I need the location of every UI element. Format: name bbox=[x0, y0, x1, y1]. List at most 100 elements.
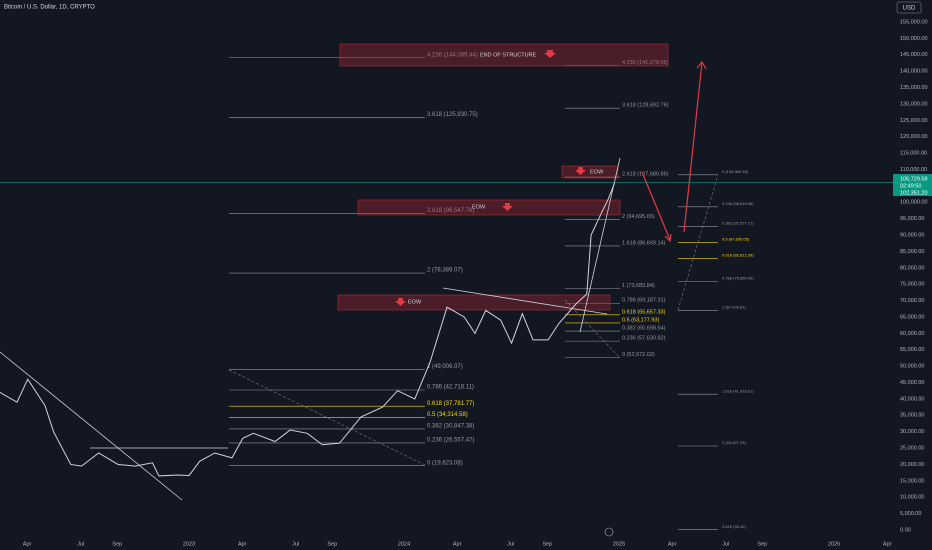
y-tick-label: 20,000.00 bbox=[900, 462, 924, 468]
arrow-icon bbox=[502, 203, 513, 211]
zone bbox=[357, 199, 621, 216]
price-tag-text: 02:49:50 bbox=[900, 183, 921, 189]
fib-levels: 0 (19,623.08) 0.236 (26,557.47) 0.382 (30,… bbox=[229, 52, 754, 530]
fib-label: 0.618 (82,812.39) bbox=[722, 253, 754, 258]
fib-label: 3.618 (125,930.75) bbox=[427, 112, 478, 118]
zone bbox=[337, 294, 611, 311]
arrow-icon bbox=[395, 298, 406, 306]
x-tick-label: 2023 bbox=[183, 541, 195, 547]
axes: 0.00 5,000.00 10,000.00 15,000.00 20,000.00 2… bbox=[23, 19, 928, 547]
currency[interactable]: USD bbox=[903, 6, 916, 12]
fib-label: 4.236 (141,678.05) bbox=[622, 60, 669, 66]
x-tick-label: 2026 bbox=[828, 541, 840, 547]
zones: END OF STRUCTURE EOW EOW EOW bbox=[337, 43, 669, 311]
fib-label: 0.5 (63,177.93) bbox=[622, 317, 659, 323]
price-tag bbox=[893, 174, 932, 196]
fib-diagonal bbox=[564, 299, 621, 359]
fib-label: 0.236 (98,618.96) bbox=[722, 201, 754, 206]
y-tick-label: 45,000.00 bbox=[900, 380, 924, 386]
x-tick-label: Jul bbox=[77, 541, 84, 547]
x-tick-label: Jul bbox=[292, 541, 299, 547]
y-tick-label: 135,000.00 bbox=[900, 85, 928, 91]
fib-diagonal bbox=[677, 174, 719, 311]
y-tick-label: 60,000.00 bbox=[900, 331, 924, 337]
x-tick-label: Sep bbox=[757, 541, 767, 547]
fib-label: 0 (108,364.39) bbox=[722, 169, 749, 174]
fib-label: 0.382 (60,698.54) bbox=[622, 326, 666, 332]
arrow-icon bbox=[575, 167, 586, 175]
y-tick-label: 80,000.00 bbox=[900, 265, 924, 271]
y-tick-label: 30,000.00 bbox=[900, 429, 924, 435]
y-tick-label: 35,000.00 bbox=[900, 413, 924, 419]
zone bbox=[561, 165, 619, 179]
price-tag-text: 106,729.58 bbox=[900, 176, 928, 182]
fib-label: 0.618 (65,657.33) bbox=[622, 309, 666, 315]
y-tick-label: 155,000.00 bbox=[900, 19, 928, 25]
fib-label: 0.382 (92,577.71) bbox=[722, 221, 754, 226]
x-tick-label: Jul bbox=[507, 541, 514, 547]
x-tick-label: Apr bbox=[238, 541, 247, 547]
y-tick-label: 50,000.00 bbox=[900, 364, 924, 370]
fib-label: 0.382 (30,847.38) bbox=[427, 423, 474, 429]
y-tick-label: 110,000.00 bbox=[900, 167, 927, 173]
y-tick-label: 0.00 bbox=[900, 527, 911, 533]
x-tick-label: Apr bbox=[668, 541, 677, 547]
fib-label: 1 (73,683.84) bbox=[622, 283, 655, 289]
fib-label: 0 (19,623.08) bbox=[427, 460, 463, 466]
fib-label: 1 (67,005.81) bbox=[722, 304, 746, 309]
fib-label: 1.618 (86,669.14) bbox=[622, 240, 666, 246]
fib-label: 0.236 (26,557.47) bbox=[427, 438, 474, 444]
y-tick-label: 65,000.00 bbox=[900, 314, 924, 320]
price-axis bbox=[893, 0, 932, 550]
x-tick-label: Jul bbox=[722, 541, 729, 547]
fib-label: 0.618 (37,781.77) bbox=[427, 401, 474, 407]
y-tick-label: 85,000.00 bbox=[900, 249, 924, 255]
fib-label: 0.786 (75,860.40) bbox=[722, 275, 754, 280]
arrow-head bbox=[664, 233, 672, 243]
y-tick-label: 90,000.00 bbox=[900, 232, 924, 238]
y-tick-label: 100,000.00 bbox=[900, 200, 928, 206]
arrow-head bbox=[696, 60, 707, 70]
price-line bbox=[0, 182, 616, 477]
trend-line bbox=[0, 351, 183, 501]
y-tick-label: 40,000.00 bbox=[900, 396, 924, 402]
fib-label: 0.786 (69,187.31) bbox=[622, 298, 666, 304]
zone-label: END OF STRUCTURE bbox=[480, 52, 537, 58]
arrow bbox=[683, 61, 703, 233]
trend-line bbox=[442, 287, 608, 315]
scroll-button[interactable] bbox=[604, 527, 614, 537]
x-tick-label: Sep bbox=[327, 541, 337, 547]
x-tick-label: Sep bbox=[542, 541, 552, 547]
y-tick-label: 140,000.00 bbox=[900, 69, 928, 75]
x-tick-label: Apr bbox=[883, 541, 892, 547]
fib-label: 1 (49,006.07) bbox=[427, 364, 463, 370]
x-tick-label: 2025 bbox=[613, 541, 625, 547]
y-tick-label: 70,000.00 bbox=[900, 298, 924, 304]
x-tick-label: Apr bbox=[453, 541, 462, 547]
x-tick-label: Apr bbox=[23, 541, 32, 547]
y-tick-label: 115,000.00 bbox=[900, 151, 927, 157]
arrow bbox=[641, 171, 671, 241]
y-tick-label: 120,000.00 bbox=[900, 134, 928, 140]
currency-button[interactable] bbox=[896, 1, 922, 14]
fib-label: 0.5 (87,695.05) bbox=[722, 237, 750, 242]
y-tick-label: 150,000.00 bbox=[900, 36, 928, 42]
y-tick-label: 25,000.00 bbox=[900, 446, 924, 452]
zone bbox=[339, 43, 669, 67]
fib-label: 1.618 (41,433.91) bbox=[722, 388, 754, 393]
fib-diagonal bbox=[228, 369, 426, 466]
zone-label: EOW bbox=[408, 299, 422, 305]
fib-label: 2.618 (96,547.76) bbox=[427, 208, 474, 214]
y-tick-label: 145,000.00 bbox=[900, 52, 928, 58]
price-tag-text: 102,351.20 bbox=[900, 190, 928, 196]
y-tick-label: 10,000.00 bbox=[900, 495, 924, 501]
y-tick-label: 55,000.00 bbox=[900, 347, 924, 353]
y-tick-label: 95,000.00 bbox=[900, 216, 924, 222]
plot bbox=[0, 182, 893, 477]
y-tick-label: 130,000.00 bbox=[900, 101, 928, 107]
x-tick-label: Sep bbox=[112, 541, 122, 547]
y-tick-label: 15,000.00 bbox=[900, 478, 924, 484]
zone-label: EOW bbox=[472, 204, 486, 210]
